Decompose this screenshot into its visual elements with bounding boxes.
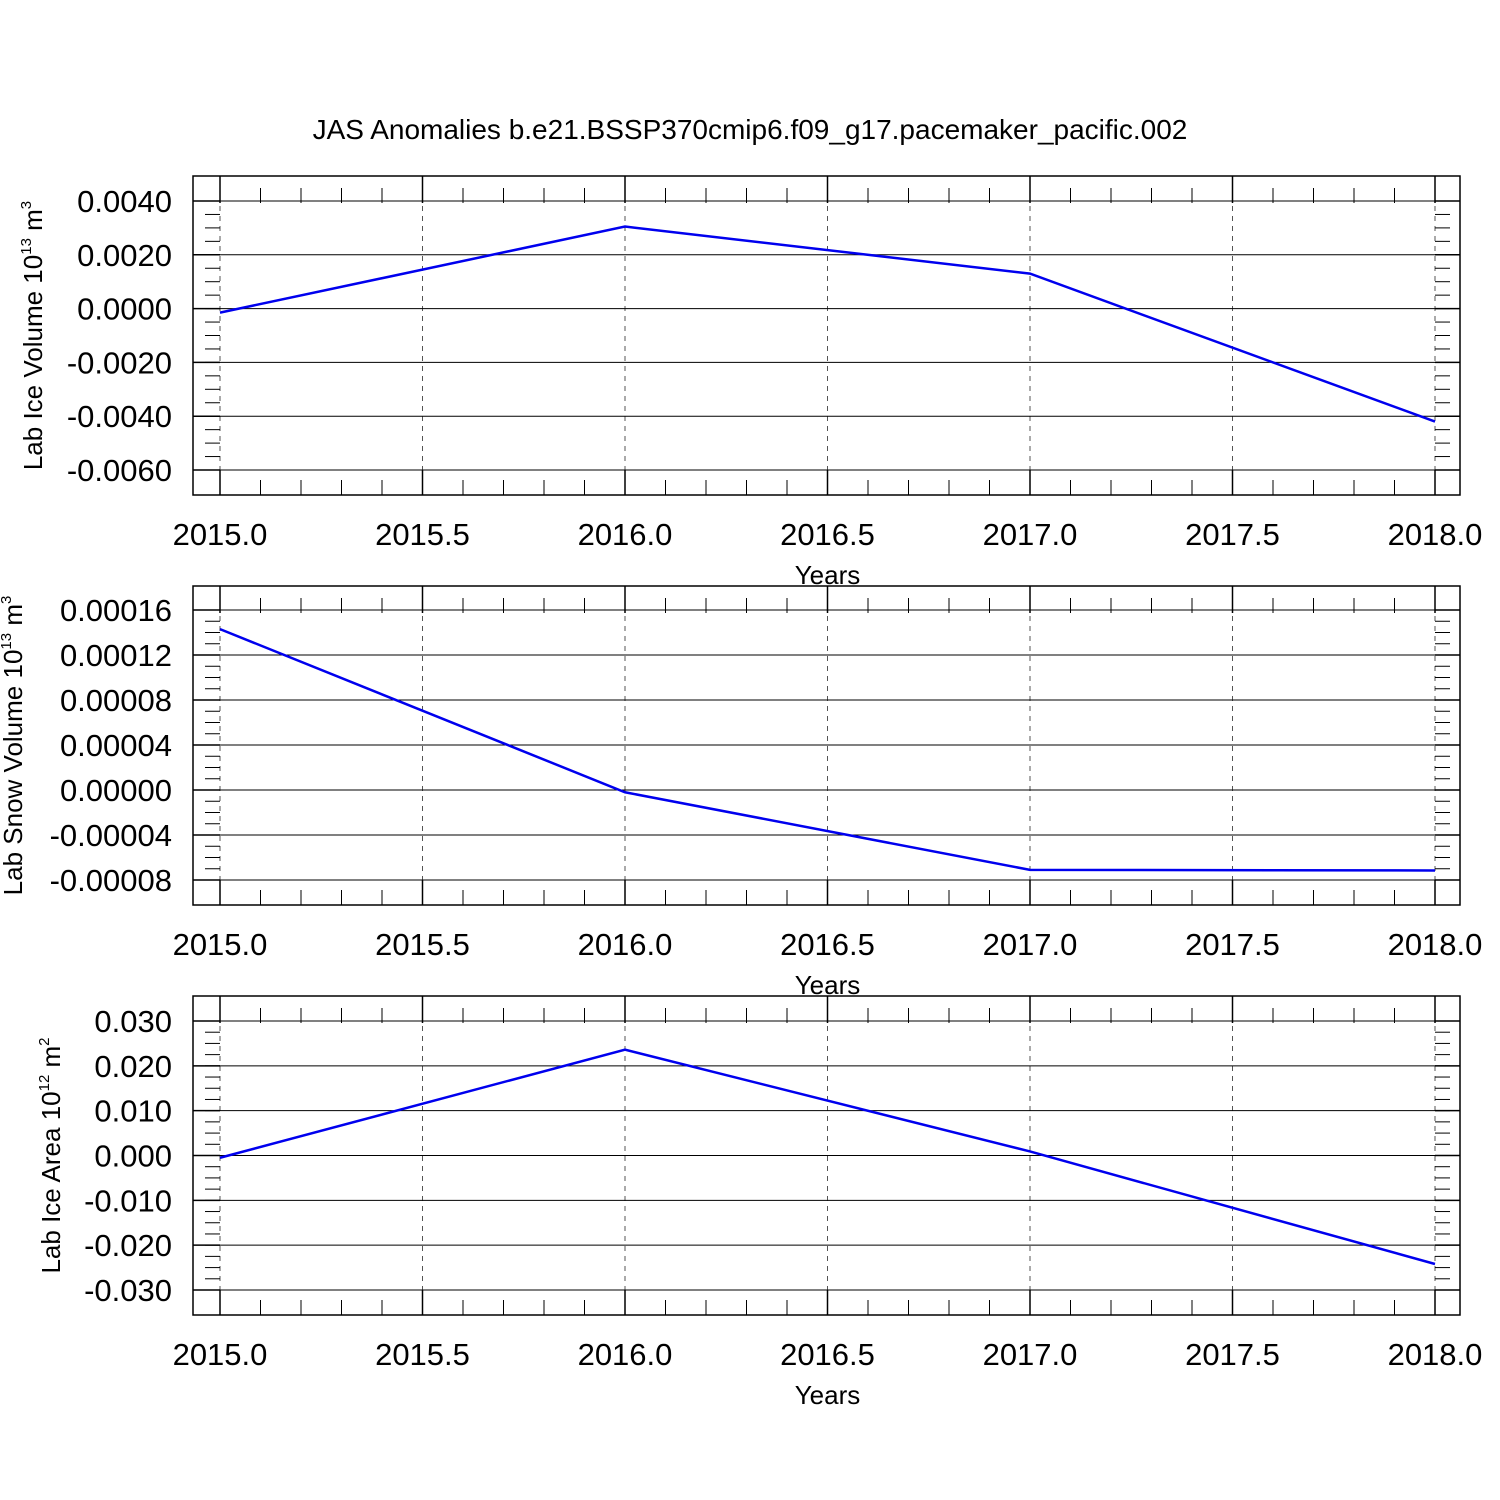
y-tick-label: 0.00016 xyxy=(60,593,172,628)
y-tick-label: 0.000 xyxy=(94,1139,172,1174)
x-tick-label: 2015.5 xyxy=(375,1337,470,1372)
y-tick-label: -0.0060 xyxy=(67,453,172,488)
x-axis-label: Years xyxy=(795,970,861,1000)
x-tick-label: 2016.5 xyxy=(780,1337,875,1372)
y-tick-label: 0.030 xyxy=(94,1004,172,1039)
x-tick-label: 2017.5 xyxy=(1185,517,1280,552)
x-axis-label: Years xyxy=(795,560,861,590)
y-tick-label: -0.0040 xyxy=(67,399,172,434)
x-tick-label: 2016.0 xyxy=(578,517,673,552)
x-axis-label: Years xyxy=(795,1380,861,1410)
figure-title: JAS Anomalies b.e21.BSSP370cmip6.f09_g17… xyxy=(313,114,1188,145)
x-tick-label: 2018.0 xyxy=(1388,1337,1483,1372)
x-tick-label: 2015.0 xyxy=(173,927,268,962)
y-tick-label: 0.0020 xyxy=(77,238,172,273)
series-line-1 xyxy=(219,627,1436,872)
chart-panel-3: 2015.0 2015.5 2016.0 2016.5 2017.0 2017.5 2018… xyxy=(36,995,1483,1410)
y-tick-label: 0.00000 xyxy=(60,773,172,808)
chart-panel-2: 2015.0 2015.5 2016.0 2016.5 2017.0 2017.5 2018… xyxy=(0,585,1483,1000)
chart-panel-1: 2015.0 2015.5 2016.0 2016.5 2017.0 2017.5 2018… xyxy=(18,175,1483,590)
y-tick-label: -0.00008 xyxy=(50,863,172,898)
x-tick-label: 2015.5 xyxy=(375,927,470,962)
x-tick-label: 2016.5 xyxy=(780,927,875,962)
x-tick-label: 2016.5 xyxy=(780,517,875,552)
panels: 2015.0 2015.5 2016.0 2016.5 2017.0 2017.5 2018… xyxy=(0,175,1483,1410)
series-line-1 xyxy=(219,1048,1436,1266)
y-tick-label: 0.0000 xyxy=(77,292,172,327)
y-tick-label: -0.030 xyxy=(84,1273,172,1308)
x-tick-label: 2015.0 xyxy=(173,517,268,552)
y-tick-label: 0.00008 xyxy=(60,683,172,718)
y-tick-label: -0.010 xyxy=(84,1183,172,1218)
x-tick-label: 2016.0 xyxy=(578,927,673,962)
y-tick-label: 0.020 xyxy=(94,1049,172,1084)
y-tick-label: 0.010 xyxy=(94,1094,172,1129)
x-tick-label: 2018.0 xyxy=(1388,517,1483,552)
y-tick-label: -0.00004 xyxy=(50,818,172,853)
y-tick-label: -0.0020 xyxy=(67,345,172,380)
y-tick-label: 0.00004 xyxy=(60,728,172,763)
x-tick-label: 2018.0 xyxy=(1388,927,1483,962)
series-line-1 xyxy=(219,225,1436,423)
y-axis-label: Lab Snow Volume 1013 m3 xyxy=(0,596,28,896)
x-tick-label: 2017.0 xyxy=(983,927,1078,962)
y-tick-label: 0.00012 xyxy=(60,638,172,673)
x-tick-label: 2016.0 xyxy=(578,1337,673,1372)
x-tick-label: 2017.0 xyxy=(983,517,1078,552)
y-tick-label: 0.0040 xyxy=(77,184,172,219)
x-tick-label: 2015.5 xyxy=(375,517,470,552)
y-axis-label: Lab Ice Area 1012 m2 xyxy=(36,1037,66,1273)
y-axis-label: Lab Ice Volume 1013 m3 xyxy=(18,201,48,470)
plot-frame xyxy=(192,175,1461,496)
x-tick-label: 2017.5 xyxy=(1185,1337,1280,1372)
x-tick-label: 2015.0 xyxy=(173,1337,268,1372)
x-tick-label: 2017.0 xyxy=(983,1337,1078,1372)
x-tick-label: 2017.5 xyxy=(1185,927,1280,962)
y-tick-label: -0.020 xyxy=(84,1228,172,1263)
